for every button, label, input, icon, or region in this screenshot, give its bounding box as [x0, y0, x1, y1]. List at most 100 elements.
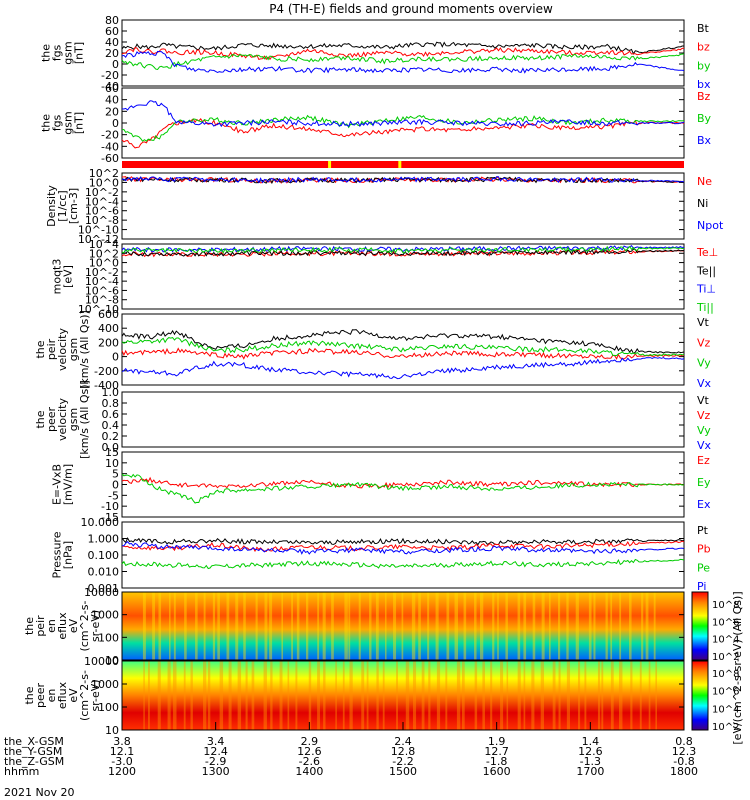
- spectrogram-streak: [445, 661, 448, 730]
- spectrogram-streak: [235, 592, 239, 660]
- spectrogram-streak: [152, 592, 156, 660]
- y-tick-label: -5: [108, 489, 119, 502]
- y-tick-label: 60: [105, 25, 119, 38]
- x-axis-value: -3.0: [111, 755, 132, 768]
- series-line-Pt: [121, 536, 685, 546]
- spectrogram-streak: [173, 661, 177, 730]
- y-tick-label: 80: [105, 14, 119, 27]
- panel-frame: [121, 87, 685, 159]
- y-tick-label: 10.000: [81, 516, 120, 529]
- spectrogram-streak: [463, 592, 467, 660]
- y-tick-label: 0.0: [102, 441, 120, 454]
- x-axis-value: -2.2: [392, 755, 413, 768]
- spectrogram-streak: [207, 661, 211, 730]
- panel-peer-velocity: 1.00.80.60.40.20.0 thepeervelocitygsm[km/…: [34, 380, 712, 459]
- x-axis-value: 12.8: [391, 745, 416, 758]
- y-axis-label-line: sr-eV): [89, 610, 102, 642]
- x-axis-value: 1800: [670, 765, 698, 778]
- panel-frame: [121, 451, 685, 518]
- series-line-Ti||: [121, 245, 685, 254]
- y-axis-label-line: the: [23, 617, 36, 635]
- y-axis-label-line: sr-eV): [89, 679, 102, 711]
- spectrogram-streak: [474, 592, 477, 660]
- x-axis-value: 3.4: [207, 735, 225, 748]
- y-tick-label: -20: [101, 129, 119, 142]
- y-tick-label: 0: [112, 479, 119, 492]
- flag-bar-fill: [122, 161, 684, 168]
- y-tick-label: 10^-8: [85, 214, 119, 227]
- spectrogram-streak: [557, 592, 561, 660]
- spectrogram-streak: [203, 592, 206, 660]
- spectrogram-streak: [228, 661, 232, 730]
- x-axis-value: 2.9: [301, 735, 319, 748]
- spectrogram-streak: [369, 592, 372, 660]
- spectrogram-streak: [147, 661, 150, 730]
- y-tick-label: 10^-2: [85, 186, 119, 199]
- y-tick-label: 10^-10: [78, 303, 119, 316]
- spectrogram-streak: [190, 661, 193, 730]
- spectrogram-streak: [492, 592, 495, 660]
- series-line-Vt: [121, 329, 685, 354]
- y-tick-label: -40: [101, 80, 119, 93]
- x-axis-value: 12.1: [110, 745, 135, 758]
- y-tick-label: 60: [105, 82, 119, 95]
- flag-mark: [398, 161, 402, 168]
- y-tick-label: 40: [105, 36, 119, 49]
- panel-frame: [121, 391, 685, 448]
- legend-label: Ni: [697, 197, 708, 210]
- spectrogram-streak: [418, 592, 421, 660]
- y-axis-label-line: (cm^2-s-: [78, 670, 91, 721]
- spectrogram-streak: [618, 661, 623, 730]
- spectrogram-streak: [291, 592, 293, 660]
- legend-label: Ex: [697, 498, 711, 511]
- y-axis-label-line: Density: [45, 185, 58, 227]
- legend-label: Vt: [697, 394, 710, 407]
- y-axis-label-line: E=-VxB: [51, 464, 64, 505]
- y-tick-label: 10^-6: [85, 284, 119, 297]
- spectrogram-streak: [167, 661, 171, 730]
- x-axis-value: -0.8: [673, 755, 694, 768]
- x-axis-value: 1200: [108, 765, 136, 778]
- y-tick-label: 0.6: [102, 408, 120, 421]
- date-label: 2021 Nov 20: [4, 786, 74, 799]
- spectrogram-streak: [375, 592, 379, 660]
- y-tick-label: 10^-10: [78, 224, 119, 237]
- y-tick-label: 0.001: [88, 582, 120, 595]
- y-tick-label: 400: [98, 322, 119, 335]
- colorbar-tick-label: 10^6: [712, 617, 739, 628]
- y-axis-label-line: the: [34, 410, 47, 428]
- y-tick-label: 0.8: [102, 397, 120, 410]
- spectrogram-streak: [630, 661, 633, 730]
- x-axis-row-label: hhmm: [4, 765, 39, 778]
- y-tick-label: 10^-12: [78, 233, 119, 246]
- x-axis-value: 12.4: [203, 745, 228, 758]
- spectrogram-streak: [393, 592, 397, 660]
- x-axis-value: -1.3: [580, 755, 601, 768]
- y-tick-label: 10^0: [89, 257, 119, 270]
- legend-label: Pt: [697, 524, 709, 537]
- spectrogram-streak: [436, 661, 441, 730]
- spectrogram-streak: [517, 661, 521, 730]
- y-axis-label-line: Pressure: [51, 531, 64, 578]
- spectrogram-streak: [308, 661, 312, 730]
- legend-label: By: [697, 112, 712, 125]
- flag-mark: [328, 161, 332, 168]
- spectrogram-streak: [523, 661, 526, 730]
- spectrogram-streak: [588, 592, 592, 660]
- panel-peer-spectrogram: 10^810^610^410^210000100010010thepeerene…: [23, 655, 739, 737]
- spectrogram-streak: [245, 661, 248, 730]
- panel-pressure: 10.0001.0000.1000.0100.001Pressure[nPa]P…: [51, 516, 711, 595]
- spectrogram-streak: [540, 661, 545, 730]
- series-line-by: [121, 53, 685, 71]
- x-axis-value: 1.4: [582, 735, 600, 748]
- spectrogram-streak: [263, 661, 267, 730]
- y-tick-label: 1.0: [102, 386, 120, 399]
- panel-frame: [121, 591, 685, 661]
- y-tick-label: 0: [112, 58, 119, 71]
- spectrogram-streak: [331, 592, 334, 660]
- y-tick-label: 600: [98, 308, 119, 321]
- y-axis-label-line: eV: [67, 688, 80, 703]
